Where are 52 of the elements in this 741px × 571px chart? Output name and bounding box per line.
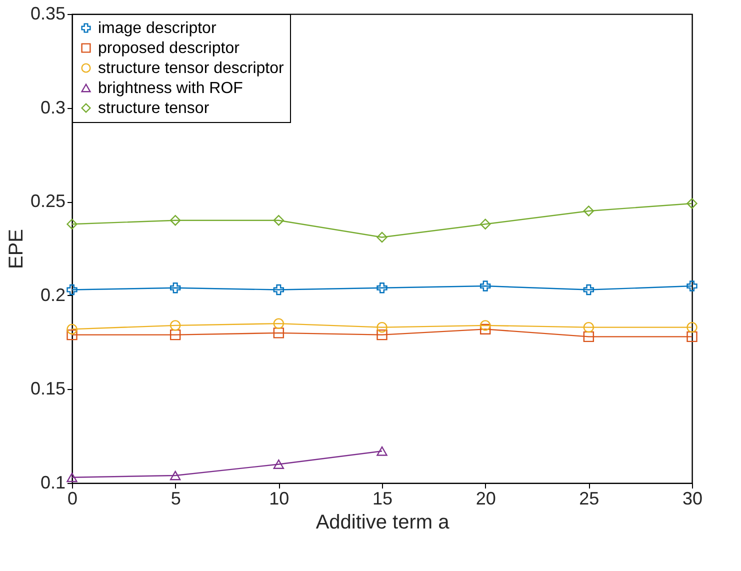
legend-label: brightness with ROF bbox=[98, 80, 244, 97]
point bbox=[686, 322, 698, 333]
point bbox=[66, 329, 78, 340]
point bbox=[273, 460, 284, 469]
point bbox=[66, 472, 78, 482]
point bbox=[686, 280, 698, 292]
y-tick-label: 0.35 bbox=[30, 4, 66, 24]
point bbox=[170, 282, 181, 294]
y-tick-label: 0.3 bbox=[40, 97, 66, 118]
legend-label: proposed descriptor bbox=[98, 40, 240, 57]
x-axis-title: Additive term a bbox=[316, 512, 450, 534]
x-tick-label: 0 bbox=[67, 488, 78, 508]
y-tick-label: 0.2 bbox=[40, 284, 66, 305]
point bbox=[480, 280, 491, 292]
legend-label: image descriptor bbox=[98, 20, 217, 37]
point bbox=[583, 284, 594, 296]
point bbox=[583, 322, 594, 333]
point bbox=[170, 215, 181, 226]
x-tick-label: 10 bbox=[269, 488, 290, 508]
point bbox=[170, 470, 181, 480]
point bbox=[686, 331, 698, 342]
x-tick-label: 15 bbox=[372, 488, 393, 508]
point bbox=[66, 324, 78, 334]
point bbox=[273, 328, 284, 338]
x-tick-label: 25 bbox=[579, 488, 600, 508]
legend-label: structure tensor descriptor bbox=[98, 60, 285, 77]
y-tick-label: 0.25 bbox=[30, 191, 66, 212]
point bbox=[480, 320, 491, 331]
y-tick-label: 0.15 bbox=[30, 378, 66, 399]
point bbox=[686, 198, 698, 209]
point bbox=[66, 284, 78, 296]
point bbox=[376, 446, 388, 456]
x-tick-label: 30 bbox=[682, 488, 703, 508]
point bbox=[170, 320, 181, 331]
y-axis-title: EPE bbox=[5, 228, 28, 270]
point bbox=[66, 218, 78, 230]
point bbox=[273, 215, 284, 226]
x-tick-label: 5 bbox=[170, 488, 181, 508]
legend-label: structure tensor bbox=[98, 100, 210, 117]
x-tick-label: 20 bbox=[476, 488, 496, 508]
point bbox=[376, 322, 388, 333]
point bbox=[170, 329, 181, 340]
point bbox=[273, 318, 284, 329]
point bbox=[480, 324, 491, 335]
point bbox=[273, 284, 284, 296]
point bbox=[376, 232, 388, 243]
point bbox=[376, 329, 388, 340]
y-tick-label: 0.1 bbox=[40, 472, 66, 492]
point bbox=[480, 218, 491, 230]
point bbox=[583, 331, 594, 342]
point bbox=[376, 282, 388, 294]
point bbox=[583, 206, 594, 216]
